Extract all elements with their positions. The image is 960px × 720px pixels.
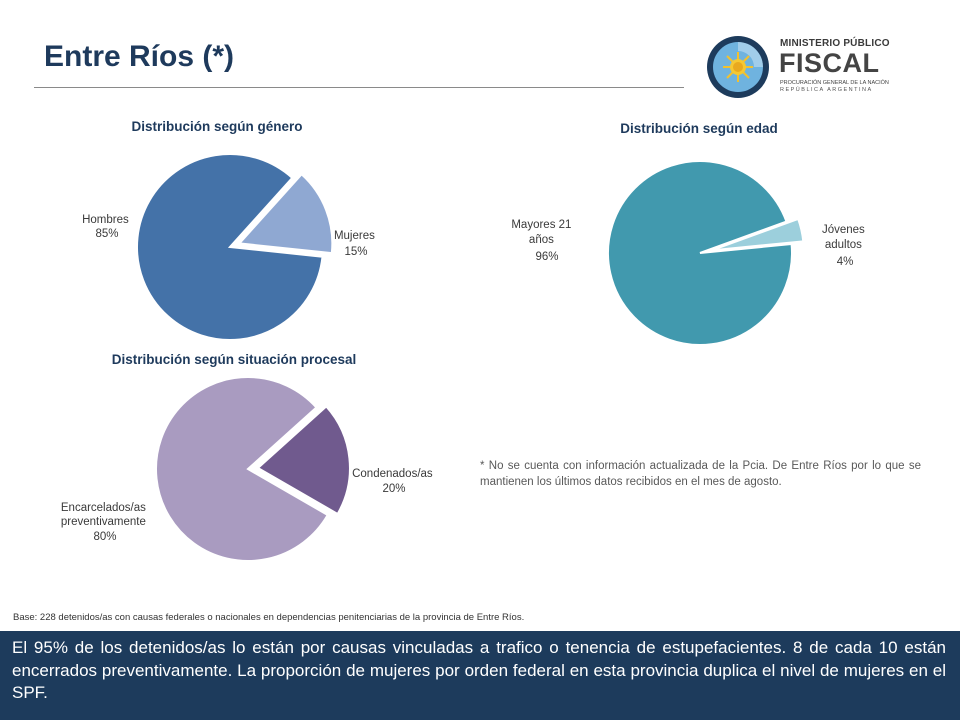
label-mujeres-name: Mujeres: [334, 230, 375, 242]
label-jovenes-value: 4%: [837, 256, 854, 268]
chart-title-edad: Distribución según edad: [620, 121, 778, 136]
data-note: * No se cuenta con información actualiza…: [480, 460, 921, 489]
summary-text: El 95% de los detenidos/as lo están por …: [12, 638, 946, 703]
label-hombres: Hombres 85%: [82, 214, 132, 240]
pie-slice-hombres: [136, 153, 324, 341]
chart-title-genero: Distribución según género: [131, 119, 302, 134]
label-jovenes-line2: adultos: [825, 239, 862, 251]
label-jovenes: Jóvenes adultos 4%: [822, 224, 868, 268]
label-encarcelados-line2: preventivamente: [61, 516, 146, 528]
label-mayores-line1: Mayores 21: [511, 219, 571, 231]
label-jovenes-line1: Jóvenes: [822, 224, 865, 236]
label-mujeres-value: 15%: [344, 246, 367, 258]
ministerio-publico-fiscal-logo: MINISTERIO PÚBLICO FISCAL PROCURACIÓN GE…: [704, 34, 894, 100]
label-mayores-value: 96%: [535, 251, 558, 263]
pie-slice-mujeres: [237, 172, 334, 255]
label-hombres-value: 85%: [95, 228, 118, 240]
label-hombres-name: Hombres: [82, 214, 129, 226]
label-condenados: Condenados/as 20%: [352, 468, 436, 495]
pie-slice-jovenes-adultos: [711, 217, 805, 252]
page-title: Entre Ríos (*): [44, 40, 235, 73]
label-mayores: Mayores 21 años 96%: [511, 219, 574, 263]
pie-slice-condenados-as: [256, 404, 351, 516]
logo-line-ministerio: MINISTERIO PÚBLICO: [780, 38, 890, 49]
chart-title-situacion: Distribución según situación procesal: [112, 352, 357, 367]
logo-line-fiscal: FISCAL: [779, 48, 880, 78]
pie-slice-mayores-21-anos: [607, 160, 793, 346]
pie-genero: [136, 153, 334, 341]
logo-line-republica: REPÚBLICA ARGENTINA: [780, 87, 873, 93]
label-condenados-value: 20%: [382, 483, 405, 495]
label-encarcelados: Encarcelados/as preventivamente 80%: [61, 502, 149, 543]
logo-emblem-icon: [707, 36, 769, 98]
summary-footer: El 95% de los detenidos/as lo están por …: [0, 631, 960, 720]
label-condenados-name: Condenados/as: [352, 468, 433, 480]
title-divider: [34, 87, 684, 88]
logo-line-procuracion: PROCURACIÓN GENERAL DE LA NACIÓN: [780, 80, 889, 86]
label-mayores-line2: años: [529, 234, 554, 246]
pie-situacion-procesal: [155, 376, 351, 562]
pie-slice-encarcelados-as-preventivamente: [155, 376, 330, 562]
label-encarcelados-line1: Encarcelados/as: [61, 502, 146, 514]
pie-edad: [607, 160, 805, 346]
label-mujeres: Mujeres 15%: [334, 230, 378, 258]
label-encarcelados-value: 80%: [93, 531, 116, 543]
base-note: Base: 228 detenidos/as con causas federa…: [13, 612, 525, 623]
